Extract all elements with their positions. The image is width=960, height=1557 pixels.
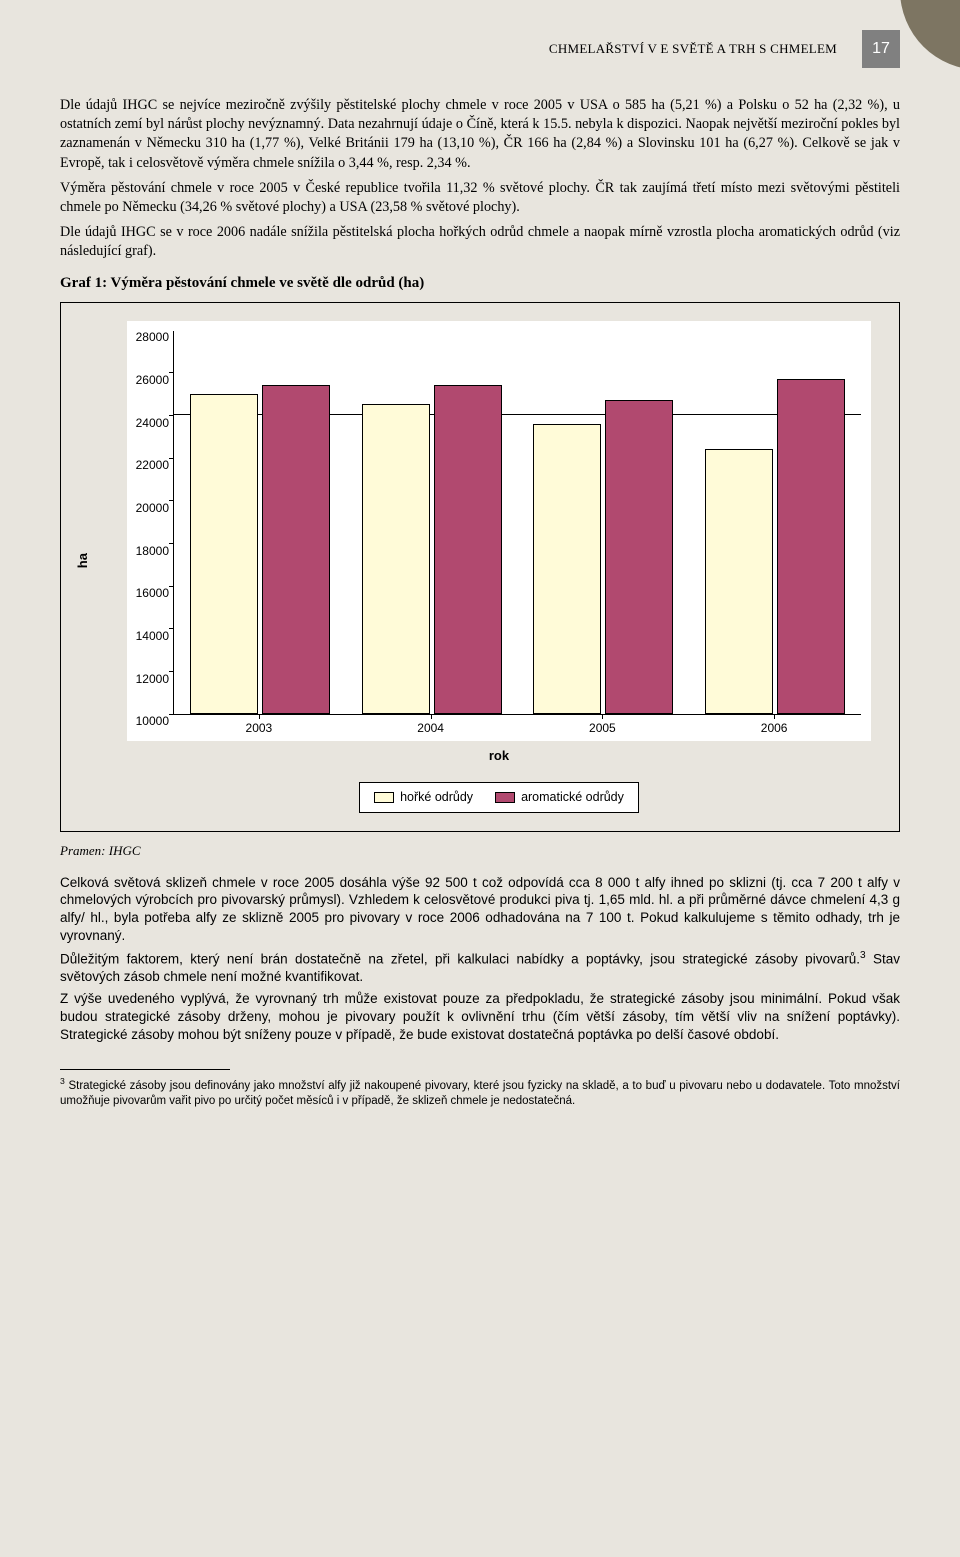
legend-item: aromatické odrůdy [495, 789, 624, 806]
y-axis-label: ha [74, 553, 92, 568]
lower-text-block: Celková světová sklizeň chmele v roce 20… [60, 874, 900, 1044]
x-tick-label: 2004 [417, 720, 444, 736]
page-number: 17 [862, 30, 900, 68]
page-header: CHMELAŘSTVÍ V E SVĚTĚ A TRH S CHMELEM 17 [60, 30, 900, 68]
x-tick-label: 2005 [589, 720, 616, 736]
bar-group [190, 385, 330, 714]
bar [605, 400, 673, 714]
chart-source: Pramen: IHGC [60, 842, 900, 860]
header-title: CHMELAŘSTVÍ V E SVĚTĚ A TRH S CHMELEM [549, 40, 837, 58]
x-tick-label: 2006 [761, 720, 788, 736]
bar-group [362, 385, 502, 714]
bar-group [705, 379, 845, 714]
paragraph-3: Dle údajů IHGC se v roce 2006 nadále sní… [60, 223, 900, 261]
bar-group [533, 400, 673, 714]
paragraph-2: Výměra pěstování chmele v roce 2005 v Če… [60, 179, 900, 217]
legend-swatch [495, 792, 515, 803]
chart-container: ha 10000 12000 14000 16000 18000 20000 22000 24… [60, 302, 900, 832]
y-tick-label: 26000 [127, 372, 169, 388]
x-axis-label: rok [127, 747, 871, 765]
legend-item: hořké odrůdy [374, 789, 473, 806]
bar [190, 394, 258, 714]
chart-plot: 10000 12000 14000 16000 18000 20000 22000 24000… [127, 321, 871, 741]
footnote-text: 3 Strategické zásoby jsou definovány jak… [60, 1076, 900, 1108]
legend-swatch [374, 792, 394, 803]
lower-p3: Z výše uvedeného vyplývá, že vyrovnaný t… [60, 990, 900, 1043]
x-tick-label: 2003 [246, 720, 273, 736]
bar [262, 385, 330, 714]
footnote-separator [60, 1069, 230, 1070]
legend-label: hořké odrůdy [400, 789, 473, 806]
y-tick-label: 18000 [127, 543, 169, 559]
decorative-leaf [900, 0, 960, 70]
lower-p1: Celková světová sklizeň chmele v roce 20… [60, 874, 900, 945]
chart-legend: hořké odrůdy aromatické odrůdy [127, 782, 871, 813]
bar [705, 449, 773, 714]
lower-p2: Důležitým faktorem, který není brán dost… [60, 949, 900, 986]
y-tick-label: 24000 [127, 415, 169, 431]
bar [434, 385, 502, 714]
bar [362, 404, 430, 713]
y-tick-label: 12000 [127, 671, 169, 687]
y-tick-label: 22000 [127, 458, 169, 474]
paragraph-1: Dle údajů IHGC se nejvíce meziročně zvýš… [60, 96, 900, 173]
bar [777, 379, 845, 714]
chart-title: Graf 1: Výměra pěstování chmele ve světě… [60, 273, 900, 293]
y-tick-label: 20000 [127, 500, 169, 516]
bar [533, 424, 601, 714]
y-tick-label: 14000 [127, 628, 169, 644]
y-tick-label: 16000 [127, 586, 169, 602]
y-tick-label: 10000 [127, 714, 169, 730]
y-tick-label: 28000 [127, 330, 169, 346]
legend-label: aromatické odrůdy [521, 789, 624, 806]
